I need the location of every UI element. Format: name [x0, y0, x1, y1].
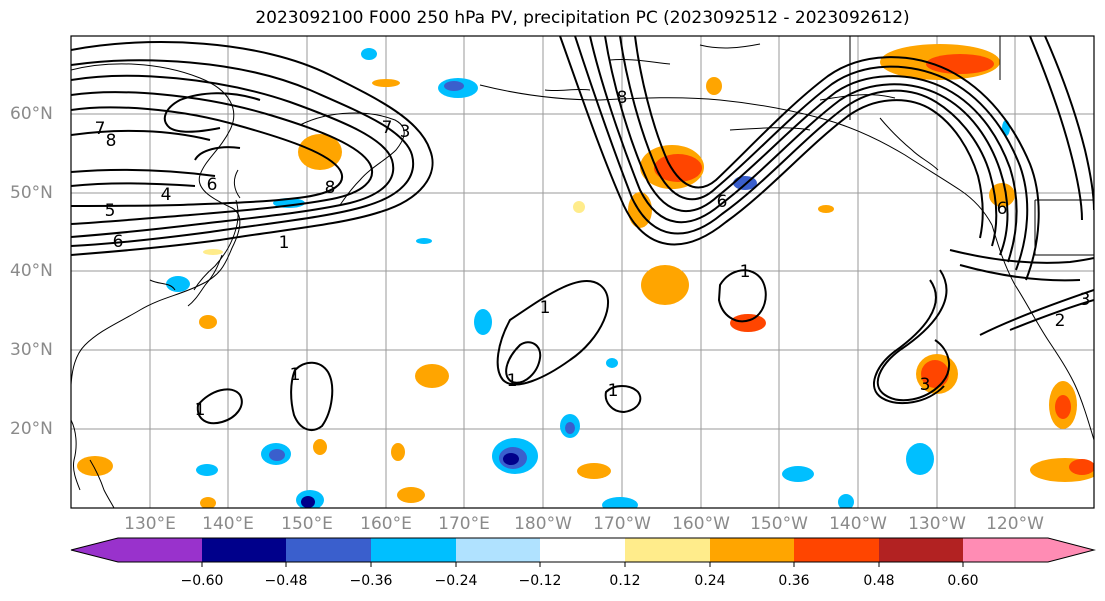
- colorbar-segment: [710, 538, 794, 562]
- contour-label: 1: [195, 400, 206, 420]
- contour-label: 6: [997, 199, 1008, 219]
- colorbar-tick-label: 0.60: [947, 573, 979, 589]
- colorbar-tick-label: −0.24: [434, 573, 478, 589]
- contour-label: 8: [325, 178, 336, 198]
- contour-labels: 8 7 6 5 4 6 3 8 7 1 1 1 1 1 1 1 3 2 3 6 …: [95, 88, 1091, 420]
- colorbar-tick-label: −0.48: [264, 573, 308, 589]
- colorbar-extend-high: [963, 538, 1094, 562]
- coastlines: [71, 36, 1094, 508]
- lon-label: 150°W: [750, 514, 808, 534]
- contour-label: 6: [717, 192, 728, 212]
- lon-label: 140°W: [829, 514, 887, 534]
- contour-label: 3: [400, 122, 411, 142]
- contour-label: 5: [105, 201, 116, 221]
- lat-label: 40°N: [10, 261, 53, 281]
- colorbar-tick-label: 0.12: [609, 573, 641, 589]
- colorbar-segment: [286, 538, 371, 562]
- graticule: [71, 36, 1094, 508]
- colorbar-segment: [456, 538, 540, 562]
- lon-label: 140°E: [202, 514, 254, 534]
- contour-label: 8: [106, 131, 117, 151]
- lat-label: 30°N: [10, 340, 53, 360]
- contour-label: 3: [1080, 290, 1091, 310]
- map-frame: [70, 35, 1095, 509]
- colorbar-segment: [879, 538, 963, 562]
- contour-label: 1: [290, 365, 301, 385]
- colorbar-segment: [625, 538, 710, 562]
- lon-label: 130°E: [124, 514, 176, 534]
- pv-contours: [71, 36, 1094, 431]
- contour-label: 6: [207, 175, 218, 195]
- contour-label: 1: [608, 381, 619, 401]
- colorbar-tick-label: 0.24: [694, 573, 726, 589]
- contour-label: 1: [540, 298, 551, 318]
- contour-label: 1: [279, 233, 290, 253]
- colorbar-segment: [540, 538, 625, 562]
- colorbar-tick-label: −0.60: [180, 573, 224, 589]
- colorbar-segment: [202, 538, 287, 562]
- colorbar-segment: [118, 538, 202, 562]
- contour-label: 2: [1055, 311, 1066, 331]
- lon-label: 160°E: [360, 514, 412, 534]
- contour-label: 4: [161, 185, 172, 205]
- colorbar-tick-label: 0.36: [778, 573, 810, 589]
- colorbar-tick-label: −0.36: [349, 573, 393, 589]
- lat-label: 50°N: [10, 183, 53, 203]
- lon-label: 170°E: [438, 514, 490, 534]
- colorbar: [70, 537, 1096, 567]
- lon-label: 170°W: [593, 514, 651, 534]
- contour-label: 7: [382, 118, 393, 138]
- lon-label: 120°W: [986, 514, 1044, 534]
- contour-label: 1: [507, 371, 518, 391]
- contour-label: 6: [113, 232, 124, 252]
- contour-label: 7: [95, 119, 106, 139]
- colorbar-tick-label: −0.12: [518, 573, 562, 589]
- lon-label: 130°W: [908, 514, 966, 534]
- colorbar-tick-label: 0.48: [863, 573, 895, 589]
- lat-label: 20°N: [10, 419, 53, 439]
- contour-label: 8: [617, 88, 628, 108]
- precip-negative-anomalies: [166, 48, 1010, 508]
- map-title: 2023092100 F000 250 hPa PV, precipitatio…: [255, 8, 910, 28]
- lat-label: 60°N: [10, 104, 53, 124]
- colorbar-segment: [794, 538, 879, 562]
- lon-label: 160°W: [672, 514, 730, 534]
- lon-label: 150°E: [281, 514, 333, 534]
- lon-label: 180°W: [514, 514, 572, 534]
- colorbar-segment: [371, 538, 456, 562]
- contour-label: 3: [920, 375, 931, 395]
- contour-label: 1: [740, 262, 751, 282]
